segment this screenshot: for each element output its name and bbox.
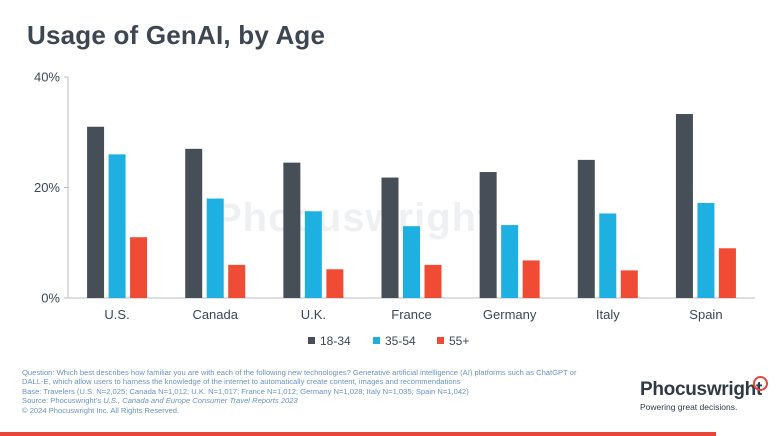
bar-35-54-France bbox=[403, 226, 420, 298]
bar-18-34-Spain bbox=[675, 114, 693, 298]
bar-chart: 0% 20% 40% U.S. Canada U.K. France Germany Italy… bbox=[34, 70, 755, 348]
footnote-source-prefix: Source: Phocuswright's bbox=[22, 396, 104, 406]
y-tick-label: 0% bbox=[41, 291, 60, 306]
x-tick-label: Germany bbox=[483, 307, 537, 322]
brand-logo: Phocuswright Powering great decisions. bbox=[640, 376, 770, 412]
chart-title: Usage of GenAI, by Age bbox=[27, 20, 326, 50]
bar-35-54-Canada bbox=[206, 198, 224, 298]
bar-35-54-U.S. bbox=[108, 154, 126, 298]
bar-55+-Italy bbox=[620, 270, 638, 298]
bar-55+-Germany bbox=[522, 260, 540, 298]
x-tick-label: France bbox=[391, 307, 431, 322]
bar-35-54-Spain bbox=[697, 202, 715, 298]
bar-55+-U.S. bbox=[130, 237, 148, 298]
y-tick-label: 40% bbox=[34, 70, 60, 85]
brand-name: Phocuswright bbox=[640, 376, 770, 401]
watermark-text: Phocuswright bbox=[215, 196, 492, 240]
y-tick-label: 20% bbox=[34, 180, 60, 195]
footnote-source-title: U.S., Canada and Europe Consumer Travel … bbox=[103, 396, 298, 406]
footnote-question: Question: Which best describes how famil… bbox=[22, 368, 577, 377]
bar-18-34-France bbox=[381, 177, 399, 298]
brand-name-text: Phocuswright bbox=[640, 379, 763, 400]
bar-18-34-U.K. bbox=[283, 162, 301, 298]
bar-18-34-Italy bbox=[577, 159, 595, 298]
bar-55+-France bbox=[424, 264, 442, 298]
brand-tagline: Powering great decisions. bbox=[640, 402, 738, 412]
bar-18-34-Germany bbox=[479, 172, 497, 298]
legend-label-35-54: 35-54 bbox=[385, 334, 416, 348]
speech-bubble-icon bbox=[753, 376, 768, 391]
x-tick-label: U.S. bbox=[104, 307, 129, 322]
legend-label-18-34: 18-34 bbox=[320, 334, 351, 348]
legend-swatch-55+ bbox=[437, 337, 444, 344]
bar-35-54-Italy bbox=[599, 213, 617, 298]
footnote-copyright: © 2024 Phocuswright Inc. All Rights Rese… bbox=[22, 405, 180, 415]
legend-label-55+: 55+ bbox=[449, 334, 469, 348]
bar-18-34-U.S. bbox=[87, 126, 105, 298]
bottom-accent-rule bbox=[0, 432, 716, 436]
footnote: Question: Which best describes how famil… bbox=[22, 368, 622, 415]
x-tick-label: Italy bbox=[596, 307, 620, 322]
bar-55+-Spain bbox=[718, 248, 736, 298]
x-tick-label: Canada bbox=[192, 307, 238, 322]
legend-swatch-18-34 bbox=[308, 337, 315, 344]
x-tick-label: U.K. bbox=[301, 307, 326, 322]
bar-18-34-Canada bbox=[185, 148, 203, 298]
bar-55+-U.K. bbox=[326, 269, 344, 298]
bar-35-54-U.K. bbox=[304, 211, 322, 298]
legend-swatch-35-54 bbox=[373, 337, 380, 344]
footnote-question-cont: DALL-E, which allow users to harness the… bbox=[22, 377, 461, 387]
bar-55+-Canada bbox=[228, 264, 246, 298]
footnote-base: Base: Travelers (U.S. N=2,025; Canada N=… bbox=[22, 386, 469, 396]
x-tick-label: Spain bbox=[689, 307, 722, 322]
footnote-source: Source: Phocuswright's U.S., Canada and … bbox=[22, 396, 622, 405]
bar-35-54-Germany bbox=[501, 225, 519, 298]
